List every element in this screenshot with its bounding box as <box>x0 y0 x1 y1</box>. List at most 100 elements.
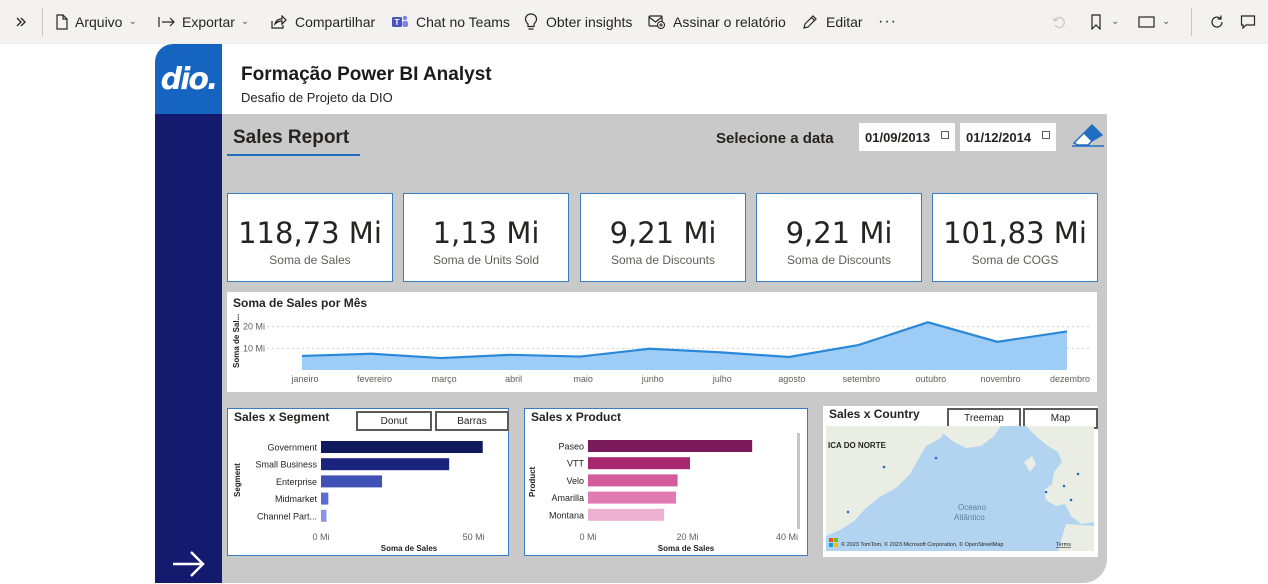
editar-label: Editar <box>826 14 863 30</box>
reset-button[interactable] <box>1050 0 1068 44</box>
kpi-value: 9,21 Mi <box>757 216 921 250</box>
compartilhar-button[interactable]: Compartilhar <box>270 0 375 44</box>
arrow-right-icon[interactable] <box>169 544 209 584</box>
pencil-icon <box>801 13 819 31</box>
bookmark-icon <box>1087 13 1105 31</box>
bar[interactable] <box>321 475 382 487</box>
x-tick-label: junho <box>641 374 664 384</box>
category-label: Small Business <box>255 460 317 470</box>
kpi-label: Soma de COGS <box>933 253 1097 267</box>
comment-button[interactable] <box>1239 0 1257 44</box>
undo-icon <box>1050 13 1068 31</box>
comment-icon <box>1239 13 1257 31</box>
bar[interactable] <box>321 441 483 453</box>
more-options-button[interactable]: ··· <box>878 0 897 44</box>
kpi-label: Soma de Discounts <box>757 253 921 267</box>
report-toolbar: Arquivo ⌄ Exportar ⌄ Compartilhar T Chat… <box>0 0 1268 44</box>
report-title: Formação Power BI Analyst <box>241 64 492 86</box>
bar[interactable] <box>321 458 449 470</box>
chevron-down-icon: ⌄ <box>241 16 249 27</box>
region-label: ICA DO NORTE <box>828 441 887 450</box>
assinar-relatorio-button[interactable]: Assinar o relatório <box>648 0 786 44</box>
sales-by-country-map[interactable]: Sales x Country Treemap Map <box>823 406 1098 557</box>
date-start-input[interactable]: 01/09/2013 <box>859 123 955 151</box>
arquivo-menu[interactable]: Arquivo ⌄ <box>53 0 137 44</box>
share-icon <box>270 13 288 31</box>
bar[interactable] <box>321 493 328 505</box>
y-tick-label: 10 Mi <box>243 343 265 353</box>
view-button[interactable]: ⌄ <box>1138 0 1170 44</box>
sales-by-segment-chart[interactable]: Sales x Segment Donut Barras Segment Som… <box>227 408 509 556</box>
sales-by-month-chart[interactable]: Soma de Sales por Mês Soma de Sal... 10 … <box>227 292 1097 392</box>
report-canvas: dio. Formação Power BI Analyst Desafio d… <box>155 44 1107 583</box>
terms-link[interactable]: Terms <box>1056 542 1071 548</box>
sales-by-product-chart[interactable]: Sales x Product Product Soma de Sales Pa… <box>524 408 808 556</box>
page-title-underline <box>227 154 360 156</box>
kpi-card-discounts[interactable]: 9,21 Mi Soma de Discounts <box>580 193 746 282</box>
category-label: Amarilla <box>551 493 584 503</box>
chat-teams-button[interactable]: T Chat no Teams <box>391 0 510 44</box>
svg-text:T: T <box>395 18 400 27</box>
category-label: Velo <box>566 476 584 486</box>
date-start-value: 01/09/2013 <box>865 130 930 145</box>
report-subtitle: Desafio de Projeto da DIO <box>241 90 393 105</box>
x-tick-label: agosto <box>778 374 805 384</box>
bar[interactable] <box>588 509 664 521</box>
x-tick-label: janeiro <box>290 374 318 384</box>
kpi-label: Soma de Sales <box>228 253 392 267</box>
chat-teams-label: Chat no Teams <box>416 14 510 30</box>
x-tick-label: setembro <box>843 374 881 384</box>
arquivo-label: Arquivo <box>75 14 122 30</box>
compartilhar-label: Compartilhar <box>295 14 375 30</box>
teams-icon: T <box>391 13 409 31</box>
x-tick-label: 20 Mi <box>676 532 698 542</box>
y-axis-title: Segment <box>233 463 242 497</box>
more-label: ··· <box>878 13 897 31</box>
export-icon <box>158 13 176 31</box>
bookmark-button[interactable]: ⌄ <box>1087 0 1119 44</box>
kpi-label: Soma de Discounts <box>581 253 745 267</box>
category-label: Midmarket <box>275 494 318 504</box>
bar[interactable] <box>321 510 326 522</box>
category-label: Montana <box>549 510 584 520</box>
kpi-card-discounts-2[interactable]: 9,21 Mi Soma de Discounts <box>756 193 922 282</box>
clear-filters-eraser-icon[interactable] <box>1070 121 1106 149</box>
bar[interactable] <box>588 440 752 452</box>
kpi-card-sales[interactable]: 118,73 Mi Soma de Sales <box>227 193 393 282</box>
exportar-menu[interactable]: Exportar ⌄ <box>158 0 249 44</box>
bar[interactable] <box>588 474 678 486</box>
kpi-card-cogs[interactable]: 101,83 Mi Soma de COGS <box>932 193 1098 282</box>
editar-button[interactable]: Editar <box>801 0 863 44</box>
x-tick-label: maio <box>573 374 593 384</box>
date-end-input[interactable]: 01/12/2014 <box>960 123 1056 151</box>
product-bars-plot: Product Soma de Sales PaseoVTTVeloAmaril… <box>525 409 807 555</box>
map-view[interactable]: ICA DO NORTE Oceano Atlântico © 2023 Tom… <box>826 426 1094 551</box>
kpi-value: 101,83 Mi <box>933 216 1097 250</box>
date-end-value: 01/12/2014 <box>966 130 1031 145</box>
expand-nav-button[interactable] <box>12 0 30 44</box>
calendar-icon[interactable] <box>941 131 949 139</box>
world-map: ICA DO NORTE Oceano Atlântico © 2023 Tom… <box>826 426 1094 551</box>
chevron-down-icon: ⌄ <box>128 16 136 27</box>
obter-insights-button[interactable]: Obter insights <box>522 0 632 44</box>
category-label: Paseo <box>558 442 584 452</box>
lightbulb-icon <box>522 13 540 31</box>
double-chevron-right-icon <box>12 13 30 31</box>
bar[interactable] <box>588 457 690 469</box>
calendar-icon[interactable] <box>1042 131 1050 139</box>
ocean-label: Atlântico <box>954 513 985 522</box>
y-axis-title: Product <box>528 466 537 497</box>
category-label: VTT <box>567 459 585 469</box>
bar[interactable] <box>588 492 676 504</box>
refresh-button[interactable] <box>1208 0 1226 44</box>
x-tick-label: abril <box>505 374 522 384</box>
x-tick-label: 40 Mi <box>776 532 798 542</box>
ocean-label: Oceano <box>958 503 987 512</box>
report-header: dio. Formação Power BI Analyst Desafio d… <box>155 44 1107 114</box>
map-credits: © 2023 TomTom, © 2023 Microsoft Corporat… <box>841 541 1003 548</box>
toolbar-divider <box>42 8 43 36</box>
kpi-card-units-sold[interactable]: 1,13 Mi Soma de Units Sold <box>403 193 569 282</box>
scrollbar[interactable] <box>797 433 800 529</box>
